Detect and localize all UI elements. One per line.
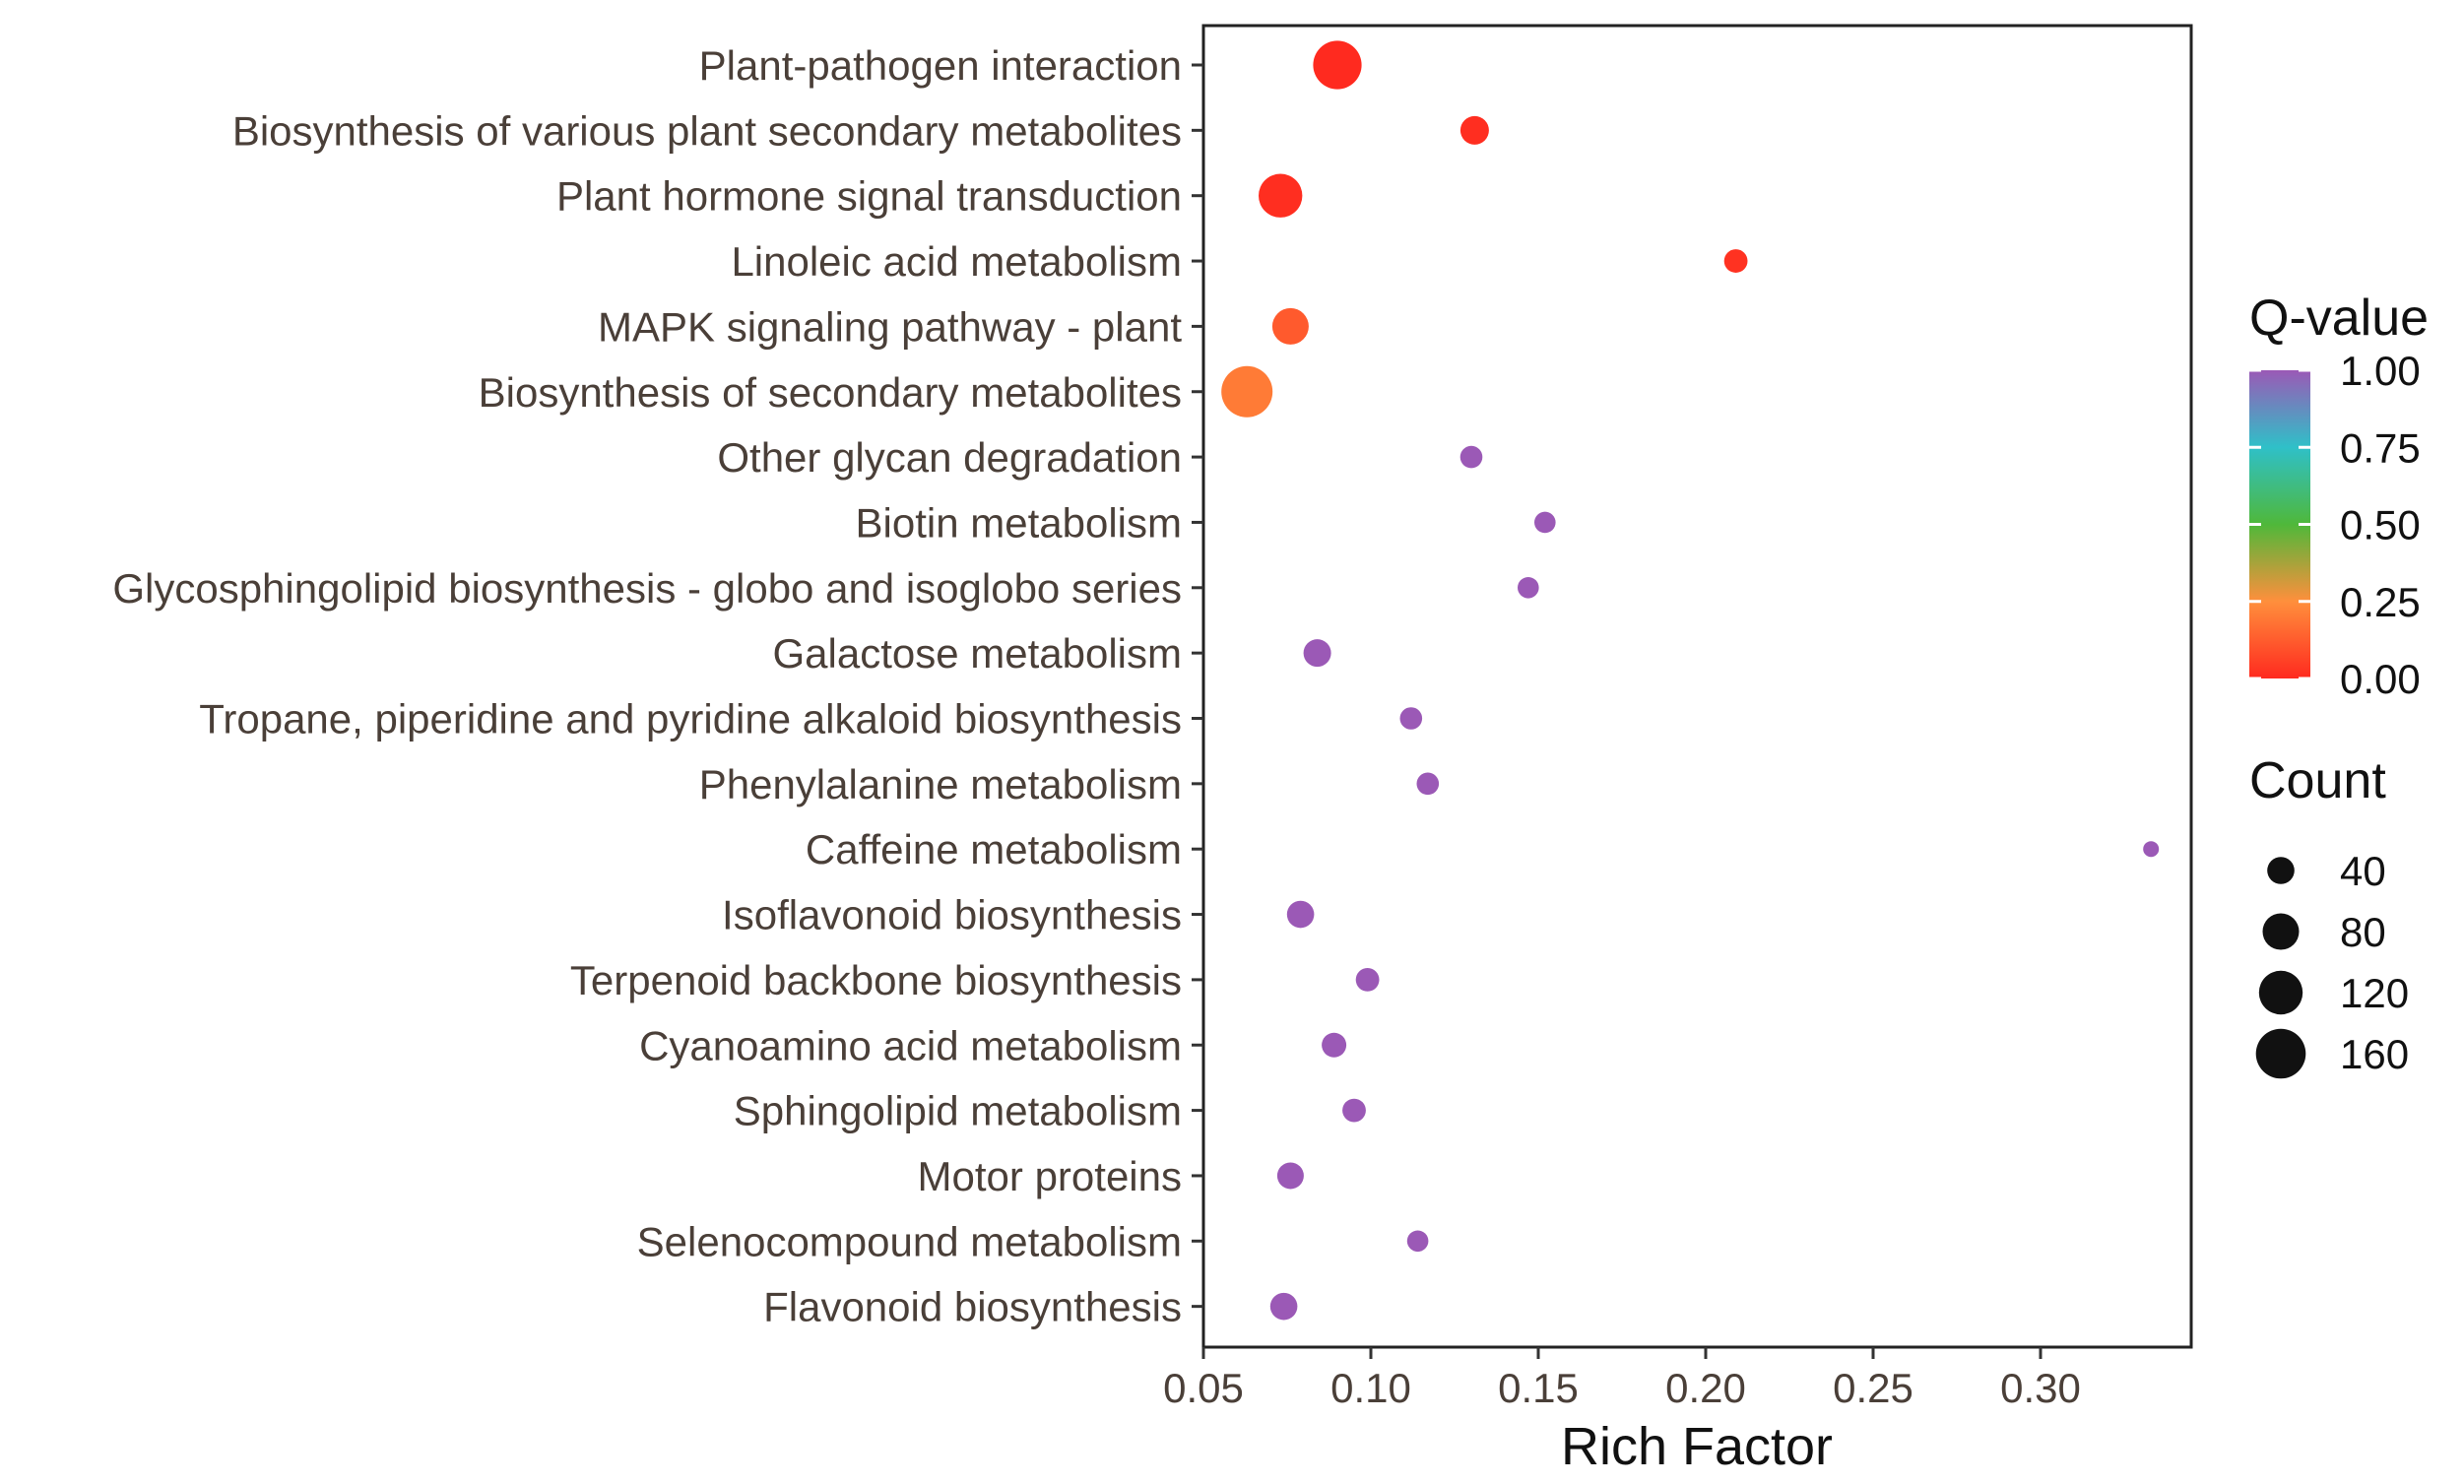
data-point (1322, 1032, 1347, 1058)
x-axis-ticks (1201, 1347, 2043, 1359)
y-tick-label: Cyanoamino acid metabolism (639, 1022, 1182, 1068)
x-tick-label: 0.10 (1330, 1365, 1411, 1411)
count-legend-symbol (2255, 1028, 2306, 1079)
x-tick-label: 0.25 (1833, 1365, 1913, 1411)
y-tick-label: Biotin metabolism (856, 499, 1182, 546)
colorbar-tick-label: 1.00 (2340, 348, 2421, 394)
count-legend-label: 120 (2340, 970, 2409, 1016)
data-point (1459, 445, 1483, 469)
count-legend: 40 80 120 160 (2255, 848, 2409, 1079)
data-point (1399, 707, 1423, 730)
count-legend-label: 40 (2340, 848, 2386, 894)
colorbar-tick-label: 0.75 (2340, 424, 2421, 471)
data-point (1342, 1098, 1366, 1123)
y-tick-label: Biosynthesis of secondary metabolites (479, 369, 1182, 416)
y-tick-label: Sphingolipid metabolism (734, 1088, 1182, 1134)
y-tick-label: Galactose metabolism (772, 630, 1182, 677)
data-point (1303, 639, 1331, 668)
data-point (2143, 841, 2160, 858)
y-tick-label: Caffeine metabolism (806, 826, 1182, 872)
colorbar-tick-label: 0.50 (2340, 502, 2421, 548)
data-points (1221, 40, 2160, 1321)
y-tick-label: Terpenoid backbone biosynthesis (570, 957, 1182, 1003)
data-point (1271, 307, 1309, 345)
data-point (1221, 365, 1273, 418)
y-tick-label: Plant-pathogen interaction (699, 42, 1182, 89)
y-tick-label: Flavonoid biosynthesis (763, 1284, 1182, 1330)
data-point (1355, 968, 1380, 992)
data-point (1518, 577, 1539, 599)
y-tick-label: Selenocompound metabolism (637, 1218, 1182, 1264)
count-legend-title: Count (2249, 752, 2386, 809)
y-tick-label: Linoleic acid metabolism (731, 238, 1182, 285)
count-legend-label: 160 (2340, 1031, 2409, 1077)
count-legend-symbol (2258, 970, 2303, 1015)
data-point (1459, 115, 1489, 145)
count-legend-symbol (2262, 913, 2300, 950)
q-value-legend-title: Q-value (2249, 290, 2429, 347)
y-tick-label: Phenylalanine metabolism (699, 761, 1182, 807)
y-tick-label: Other glycan degradation (717, 434, 1182, 481)
x-axis-title: Rich Factor (1561, 1417, 1833, 1476)
x-tick-label: 0.15 (1498, 1365, 1579, 1411)
data-point (1276, 1162, 1304, 1190)
y-tick-label: Isoflavonoid biosynthesis (722, 892, 1182, 938)
data-point (1286, 900, 1315, 929)
data-point (1313, 40, 1362, 90)
x-tick-label: 0.20 (1665, 1365, 1746, 1411)
data-point (1269, 1292, 1298, 1321)
data-point (1723, 249, 1748, 273)
colorbar-tick-label: 0.25 (2340, 579, 2421, 625)
y-tick-label: Tropane, piperidine and pyridine alkaloi… (199, 696, 1182, 742)
y-tick-label: MAPK signaling pathway - plant (598, 303, 1182, 350)
colorbar-tick-label: 0.00 (2340, 656, 2421, 702)
x-tick-label: 0.05 (1163, 1365, 1244, 1411)
y-tick-label: Biosynthesis of various plant secondary … (232, 107, 1182, 154)
q-value-colorbar-ticks: 1.00 0.75 0.50 0.25 0.00 (2249, 348, 2421, 702)
count-legend-label: 80 (2340, 909, 2386, 955)
y-tick-label: Plant hormone signal transduction (556, 173, 1182, 220)
y-tick-label: Motor proteins (918, 1153, 1182, 1199)
data-point (1416, 772, 1440, 796)
data-point (1259, 173, 1303, 218)
y-tick-label: Glycosphingolipid biosynthesis - globo a… (112, 565, 1182, 612)
count-legend-symbol (2267, 857, 2295, 884)
data-point (1534, 511, 1556, 534)
data-point (1406, 1230, 1429, 1253)
y-axis-ticks (1192, 63, 1203, 1309)
x-tick-label: 0.30 (2000, 1365, 2081, 1411)
x-axis-labels: 0.05 0.10 0.15 0.20 0.25 0.30 (1163, 1365, 2081, 1411)
y-axis-labels: Plant-pathogen interaction Biosynthesis o… (112, 42, 1182, 1330)
plot-panel (1201, 24, 2193, 1349)
